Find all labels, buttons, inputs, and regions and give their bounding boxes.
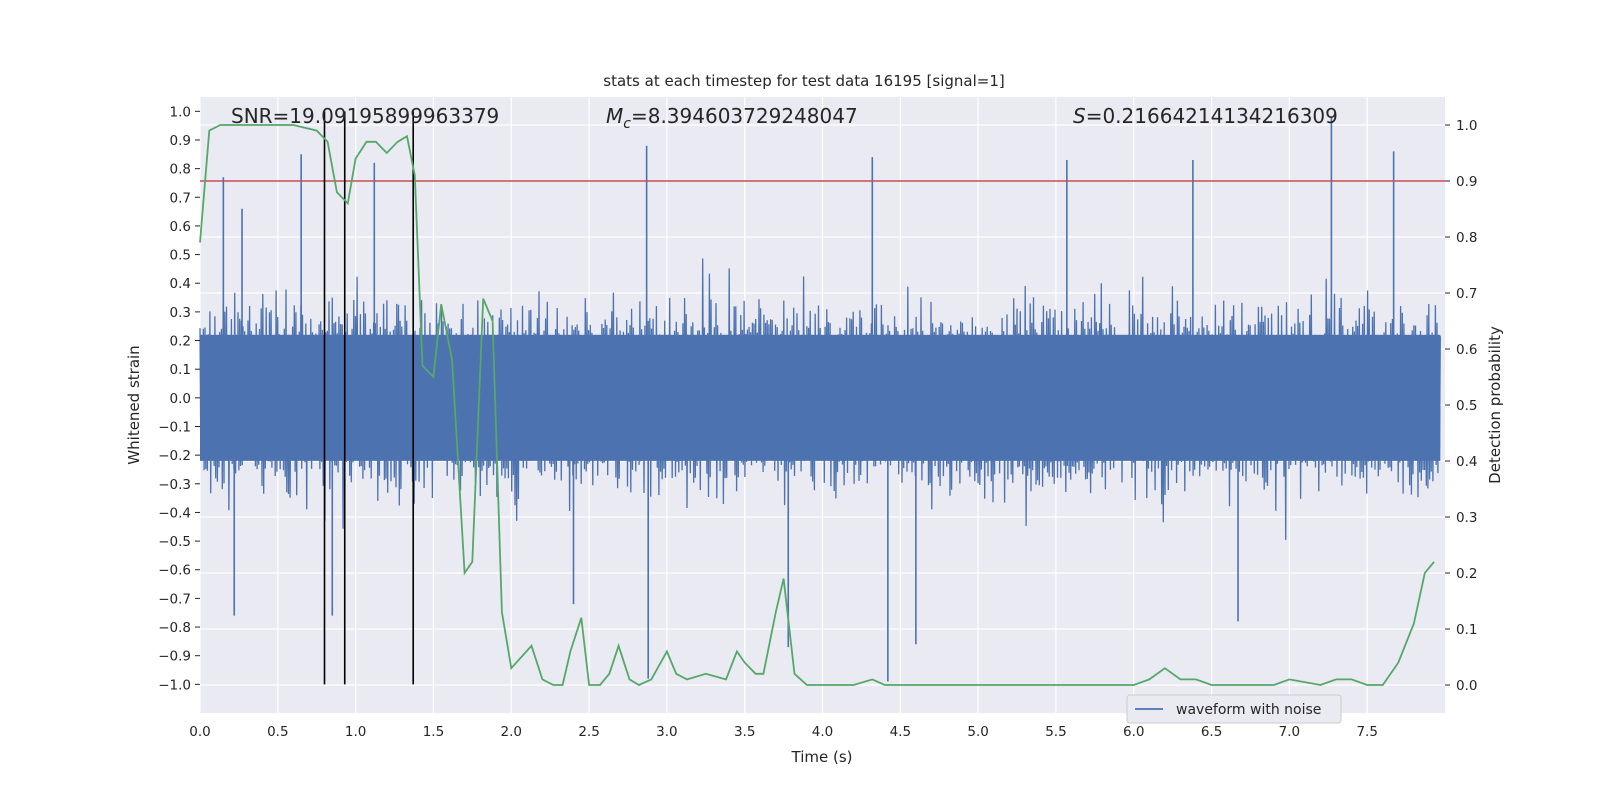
y-left-tick-label-9: 0.1 bbox=[170, 362, 191, 378]
x-tick-label-6: 3.0 bbox=[656, 724, 677, 740]
y-right-tick-label-10: 0.0 bbox=[1456, 678, 1477, 694]
y-left-tick-label-3: 0.7 bbox=[170, 190, 191, 206]
y-left-tick-label-2: 0.8 bbox=[170, 162, 191, 178]
y-right-tick-label-9: 0.1 bbox=[1456, 622, 1477, 638]
y-right-tick-label-4: 0.6 bbox=[1456, 342, 1477, 358]
y-right-tick-label-7: 0.3 bbox=[1456, 510, 1477, 526]
chirp-mass-symbol: M bbox=[606, 104, 623, 128]
x-tick-label-14: 7.0 bbox=[1279, 724, 1300, 740]
y-left-tick-label-10: 0.0 bbox=[170, 391, 191, 407]
vertical-markers bbox=[323, 111, 415, 685]
x-tick-label-12: 6.0 bbox=[1123, 724, 1144, 740]
legend-box bbox=[1126, 694, 1342, 724]
y-left-tick-label-14: −0.4 bbox=[158, 505, 191, 521]
y-left-tick-label-1: 0.9 bbox=[170, 133, 191, 149]
waveform-trace bbox=[199, 258, 1441, 540]
legend-label: waveform with noise bbox=[1176, 702, 1321, 718]
y-right-tick-label-8: 0.2 bbox=[1456, 566, 1477, 582]
y-right-tick-label-1: 0.9 bbox=[1456, 174, 1477, 190]
chirp-mass-value: =8.394603729248047 bbox=[631, 104, 858, 128]
y-left-tick-label-6: 0.4 bbox=[170, 276, 191, 292]
x-tick-label-1: 0.5 bbox=[267, 724, 288, 740]
x-tick-label-0: 0.0 bbox=[189, 724, 210, 740]
x-tick-label-7: 3.5 bbox=[734, 724, 755, 740]
y-right-tick-label-3: 0.7 bbox=[1456, 286, 1477, 302]
y-left-tick-label-18: −0.8 bbox=[158, 620, 191, 636]
chirp-mass-annotation: Mc=8.394603729248047 bbox=[606, 104, 858, 132]
probability-line bbox=[199, 124, 1435, 687]
waveform-series bbox=[199, 117, 1441, 682]
y-left-tick-label-8: 0.2 bbox=[170, 334, 191, 350]
y-left-tick-label-13: −0.3 bbox=[158, 477, 191, 493]
y-right-tick-label-0: 1.0 bbox=[1456, 118, 1477, 134]
x-tick-label-3: 1.5 bbox=[423, 724, 444, 740]
y-axis-left-label: Whitened strain bbox=[125, 345, 143, 464]
x-tick-label-11: 5.5 bbox=[1045, 724, 1066, 740]
x-axis-ticks: 0.0 0.5 1.0 1.5 2.0 2.5 3.0 3.5 4.0 4.5 5.0 5.5 6.0 6… bbox=[189, 724, 1378, 740]
y-right-tick-label-5: 0.5 bbox=[1456, 398, 1477, 414]
y-right-tick-label-6: 0.4 bbox=[1456, 454, 1477, 470]
y-axis-left-ticks: 1.0 0.9 0.8 0.7 0.6 0.5 0.4 0.3 0.2 0.1 0.0 −0.1 −0.… bbox=[158, 104, 200, 693]
y-axis-right-ticks: 1.0 0.9 0.8 0.7 0.6 0.5 0.4 0.3 0.2 0.1 0.0 bbox=[1445, 118, 1477, 694]
s-value: =0.21664214134216309 bbox=[1086, 104, 1338, 128]
y-right-tick-label-2: 0.8 bbox=[1456, 230, 1477, 246]
x-tick-label-9: 4.5 bbox=[890, 724, 911, 740]
y-left-tick-label-12: −0.2 bbox=[158, 448, 191, 464]
x-tick-label-5: 2.5 bbox=[578, 724, 599, 740]
y-left-tick-label-0: 1.0 bbox=[170, 104, 191, 120]
x-tick-label-2: 1.0 bbox=[345, 724, 366, 740]
waveform-core bbox=[200, 334, 1441, 461]
x-tick-label-4: 2.0 bbox=[501, 724, 522, 740]
y-left-tick-label-17: −0.7 bbox=[158, 591, 191, 607]
y-left-tick-label-5: 0.5 bbox=[170, 248, 191, 264]
x-tick-label-13: 6.5 bbox=[1201, 724, 1222, 740]
x-tick-label-8: 4.0 bbox=[812, 724, 833, 740]
x-tick-label-10: 5.0 bbox=[967, 724, 988, 740]
y-left-tick-label-19: −0.9 bbox=[158, 649, 191, 665]
y-left-tick-label-11: −0.1 bbox=[158, 419, 191, 435]
snr-annotation: SNR=19.09195899963379 bbox=[231, 104, 499, 128]
s-symbol: S bbox=[1073, 104, 1086, 128]
x-axis-label: Time (s) bbox=[791, 748, 853, 766]
x-tick-label-15: 7.5 bbox=[1356, 724, 1377, 740]
y-axis-right-label: Detection probability bbox=[1486, 326, 1504, 484]
probability-series bbox=[199, 124, 1435, 687]
s-annotation: S=0.21664214134216309 bbox=[1073, 104, 1338, 128]
chirp-mass-subscript: c bbox=[623, 116, 631, 132]
y-left-tick-label-20: −1.0 bbox=[158, 677, 191, 693]
legend: waveform with noise bbox=[1126, 694, 1342, 724]
chart-title: stats at each timestep for test data 161… bbox=[603, 72, 1004, 90]
y-left-tick-label-16: −0.6 bbox=[158, 563, 191, 579]
y-left-tick-label-15: −0.5 bbox=[158, 534, 191, 550]
y-left-tick-label-4: 0.6 bbox=[170, 219, 191, 235]
y-left-tick-label-7: 0.3 bbox=[170, 305, 191, 321]
